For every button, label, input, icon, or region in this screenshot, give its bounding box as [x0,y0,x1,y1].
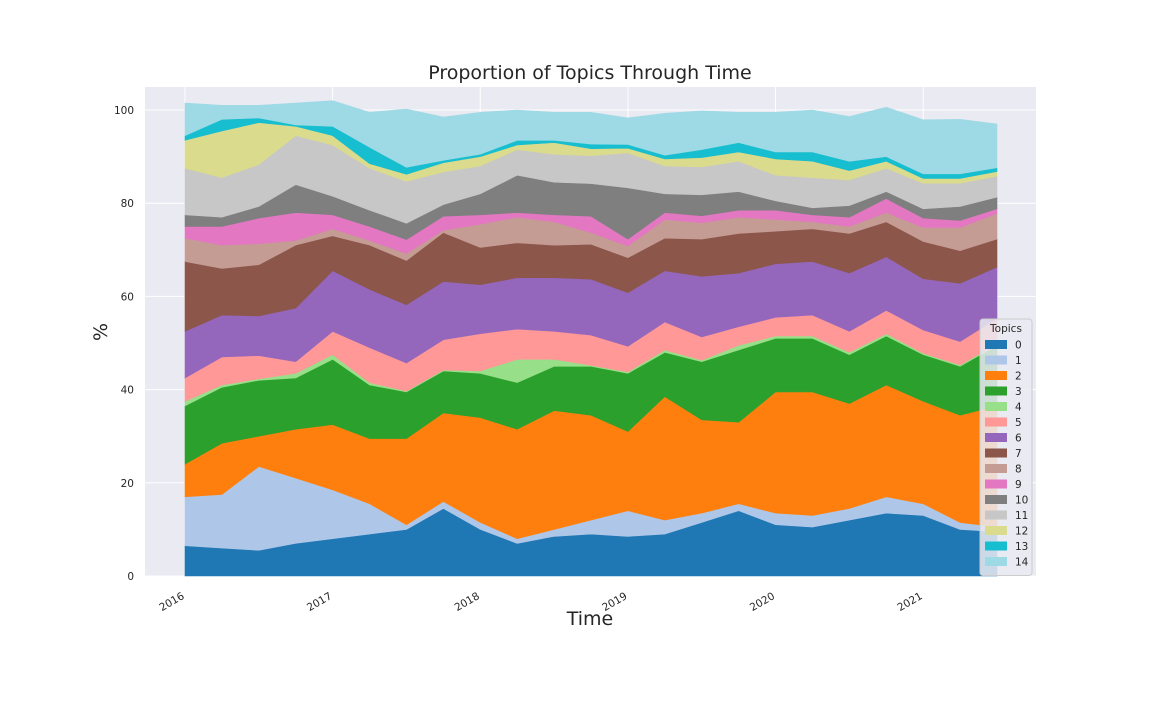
y-tick-label: 60 [121,291,134,303]
stacked-areas [184,100,998,577]
legend-swatch [985,557,1007,566]
legend-swatch [985,464,1007,473]
x-tick-label: 2020 [748,590,777,614]
legend-label: 2 [1015,371,1022,383]
x-tick-label: 2018 [453,590,482,614]
legend-label: 9 [1015,479,1022,491]
legend-swatch [985,510,1007,520]
y-tick-label: 80 [121,198,134,210]
legend-label: 13 [1015,541,1028,553]
y-axis-label: % [90,323,112,341]
y-tick-label: 100 [114,105,134,117]
legend-swatch [985,479,1007,489]
legend-label: 5 [1015,417,1022,429]
x-tick-label: 2016 [157,590,186,614]
legend-swatch [985,417,1007,427]
legend-swatch [985,386,1007,396]
legend-swatch [985,371,1007,380]
legend-label: 7 [1015,448,1022,460]
y-tick-label: 0 [127,571,134,583]
y-axis-ticks: 0 20 40 60 80 100 [114,105,134,583]
legend-label: 6 [1015,433,1022,445]
legend-swatch [985,526,1007,535]
legend-label: 10 [1015,495,1028,507]
legend-swatch [985,448,1007,458]
y-tick-label: 40 [121,385,134,397]
legend-swatch [985,355,1007,365]
legend-swatch [985,433,1007,442]
legend-title: Topics [989,323,1022,335]
legend-swatch [985,495,1007,504]
legend-swatch [985,541,1007,551]
legend-label: 3 [1015,386,1022,398]
legend-swatch [985,340,1007,349]
legend-label: 11 [1015,510,1028,522]
legend-label: 0 [1015,340,1022,352]
y-tick-label: 20 [121,478,134,490]
legend-label: 12 [1015,526,1028,538]
x-axis-ticks: 2016 2017 2018 2019 2020 2021 [157,590,924,614]
x-tick-label: 2017 [305,590,334,614]
legend-label: 4 [1015,402,1022,414]
legend-label: 14 [1015,557,1029,569]
legend-label: 8 [1015,464,1022,476]
x-tick-label: 2021 [896,590,925,614]
legend-label: 1 [1015,355,1022,367]
legend-swatch [985,402,1007,411]
area-series-topic-14 [184,100,998,175]
chart-title: Proportion of Topics Through Time [428,62,752,84]
x-axis-label: Time [566,608,614,630]
